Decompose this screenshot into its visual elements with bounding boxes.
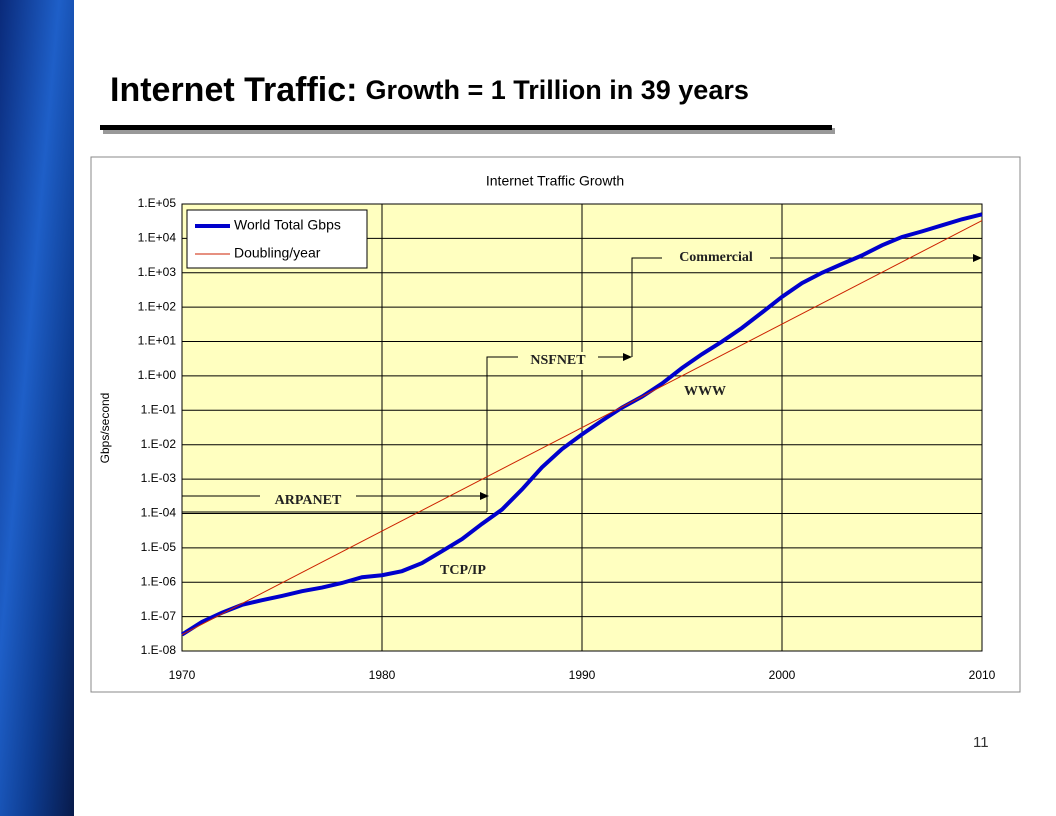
y-tick-label: 1.E-03 xyxy=(141,471,177,485)
annotation: Commercial xyxy=(679,250,753,265)
y-tick-label: 1.E-07 xyxy=(141,609,177,623)
x-tick-label: 1970 xyxy=(169,668,196,682)
y-tick-label: 1.E-02 xyxy=(141,437,177,451)
legend-label: World Total Gbps xyxy=(234,217,341,233)
line-series xyxy=(181,220,983,636)
arrow-head xyxy=(973,254,982,262)
y-tick-label: 1.E-01 xyxy=(141,402,177,416)
title-rule-shadow xyxy=(103,128,835,134)
annotation: WWW xyxy=(684,384,726,399)
x-tick-label: 2010 xyxy=(969,668,996,682)
arrow-head xyxy=(480,492,489,500)
y-axis-label: Gbps/second xyxy=(98,393,112,464)
line-series xyxy=(180,212,983,637)
y-tick-label: 1.E+02 xyxy=(138,299,177,313)
side-decoration xyxy=(0,0,74,816)
title-main: Internet Traffic: xyxy=(110,71,357,109)
arrow-head xyxy=(623,353,632,361)
y-tick-label: 1.E-08 xyxy=(141,643,177,657)
y-tick-label: 1.E+03 xyxy=(138,265,177,279)
y-tick-label: 1.E+05 xyxy=(138,196,177,210)
annotation: ARPANET xyxy=(275,493,342,508)
y-tick-label: 1.E-06 xyxy=(141,574,177,588)
title-rule xyxy=(100,125,832,130)
y-tick-label: 1.E+00 xyxy=(138,368,177,382)
page-number: 11 xyxy=(973,734,989,751)
legend-box xyxy=(186,209,368,269)
title-sub: Growth = 1 Trillion in 39 years xyxy=(365,75,748,105)
chart-title: Internet Traffic Growth xyxy=(486,173,624,189)
annotation-bg xyxy=(662,249,770,267)
slide-title: Internet Traffic: Growth = 1 Trillion in … xyxy=(110,71,749,109)
legend-label: Doubling/year xyxy=(234,245,321,261)
x-tick-label: 1980 xyxy=(369,668,396,682)
y-tick-label: 1.E-05 xyxy=(141,540,177,554)
x-tick-label: 2000 xyxy=(769,668,796,682)
annotation: TCP/IP xyxy=(440,563,486,578)
y-tick-label: 1.E+01 xyxy=(138,334,177,348)
x-tick-label: 1990 xyxy=(569,668,596,682)
annotation: NSFNET xyxy=(530,353,586,368)
annotation-bg xyxy=(260,492,356,510)
y-tick-label: 1.E-04 xyxy=(141,506,177,520)
annotation-bg xyxy=(518,352,598,370)
y-tick-label: 1.E+04 xyxy=(138,231,177,245)
